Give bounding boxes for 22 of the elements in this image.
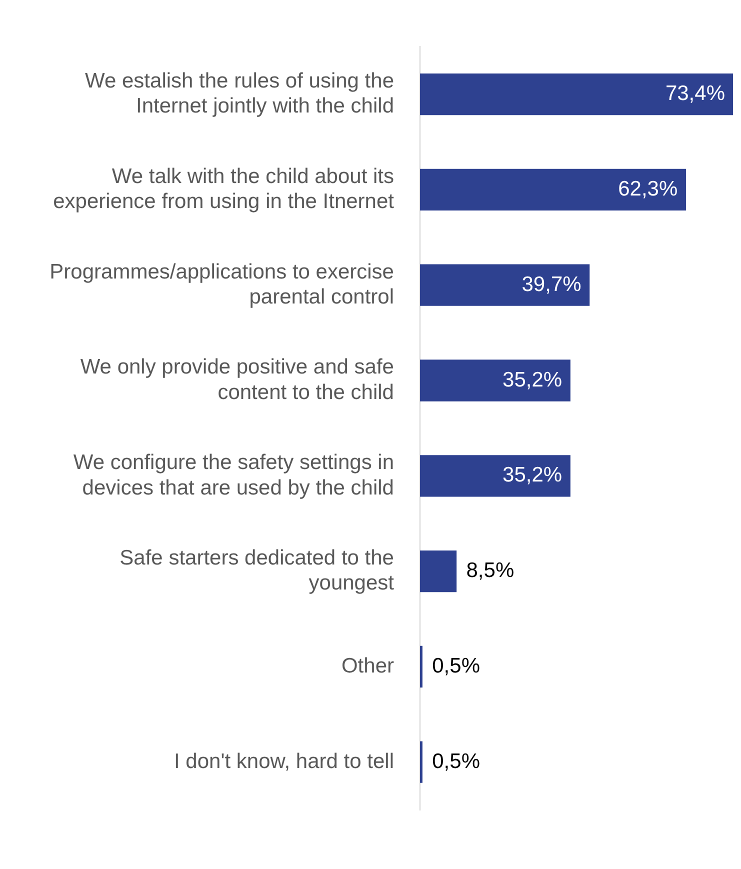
y-tick-label: Safe starters dedicated to the youngest	[120, 546, 394, 595]
data-label: 0,5%	[432, 654, 480, 678]
bar	[420, 455, 570, 497]
y-tick-label: We only provide positive and safe content to the child	[80, 356, 394, 404]
y-tick-label: Other	[341, 654, 394, 678]
y-tick-label: We talk with the child about its experience from using in the Itnernet	[53, 164, 394, 214]
bar	[420, 168, 686, 211]
y-tick-label: Programmes/applications to exercise parental control	[50, 260, 394, 308]
data-label: 35,2%	[502, 368, 562, 392]
data-label: 73,4%	[665, 82, 725, 106]
bar	[420, 360, 570, 402]
y-tick-label: We estalish the rules of using the Internet jointly with the child	[85, 69, 394, 118]
bar	[420, 73, 733, 116]
y-tick-label: We configure the safety settings in devices that are used by the child	[73, 451, 394, 500]
data-label: 35,2%	[502, 464, 562, 487]
bar	[420, 550, 457, 592]
bar	[420, 264, 590, 306]
data-label: 39,7%	[522, 272, 582, 296]
y-tick-label: I don't know, hard to tell	[174, 750, 394, 773]
data-label: 8,5%	[466, 559, 514, 582]
data-label: 62,3%	[618, 177, 678, 200]
data-label: 0,5%	[432, 750, 480, 773]
